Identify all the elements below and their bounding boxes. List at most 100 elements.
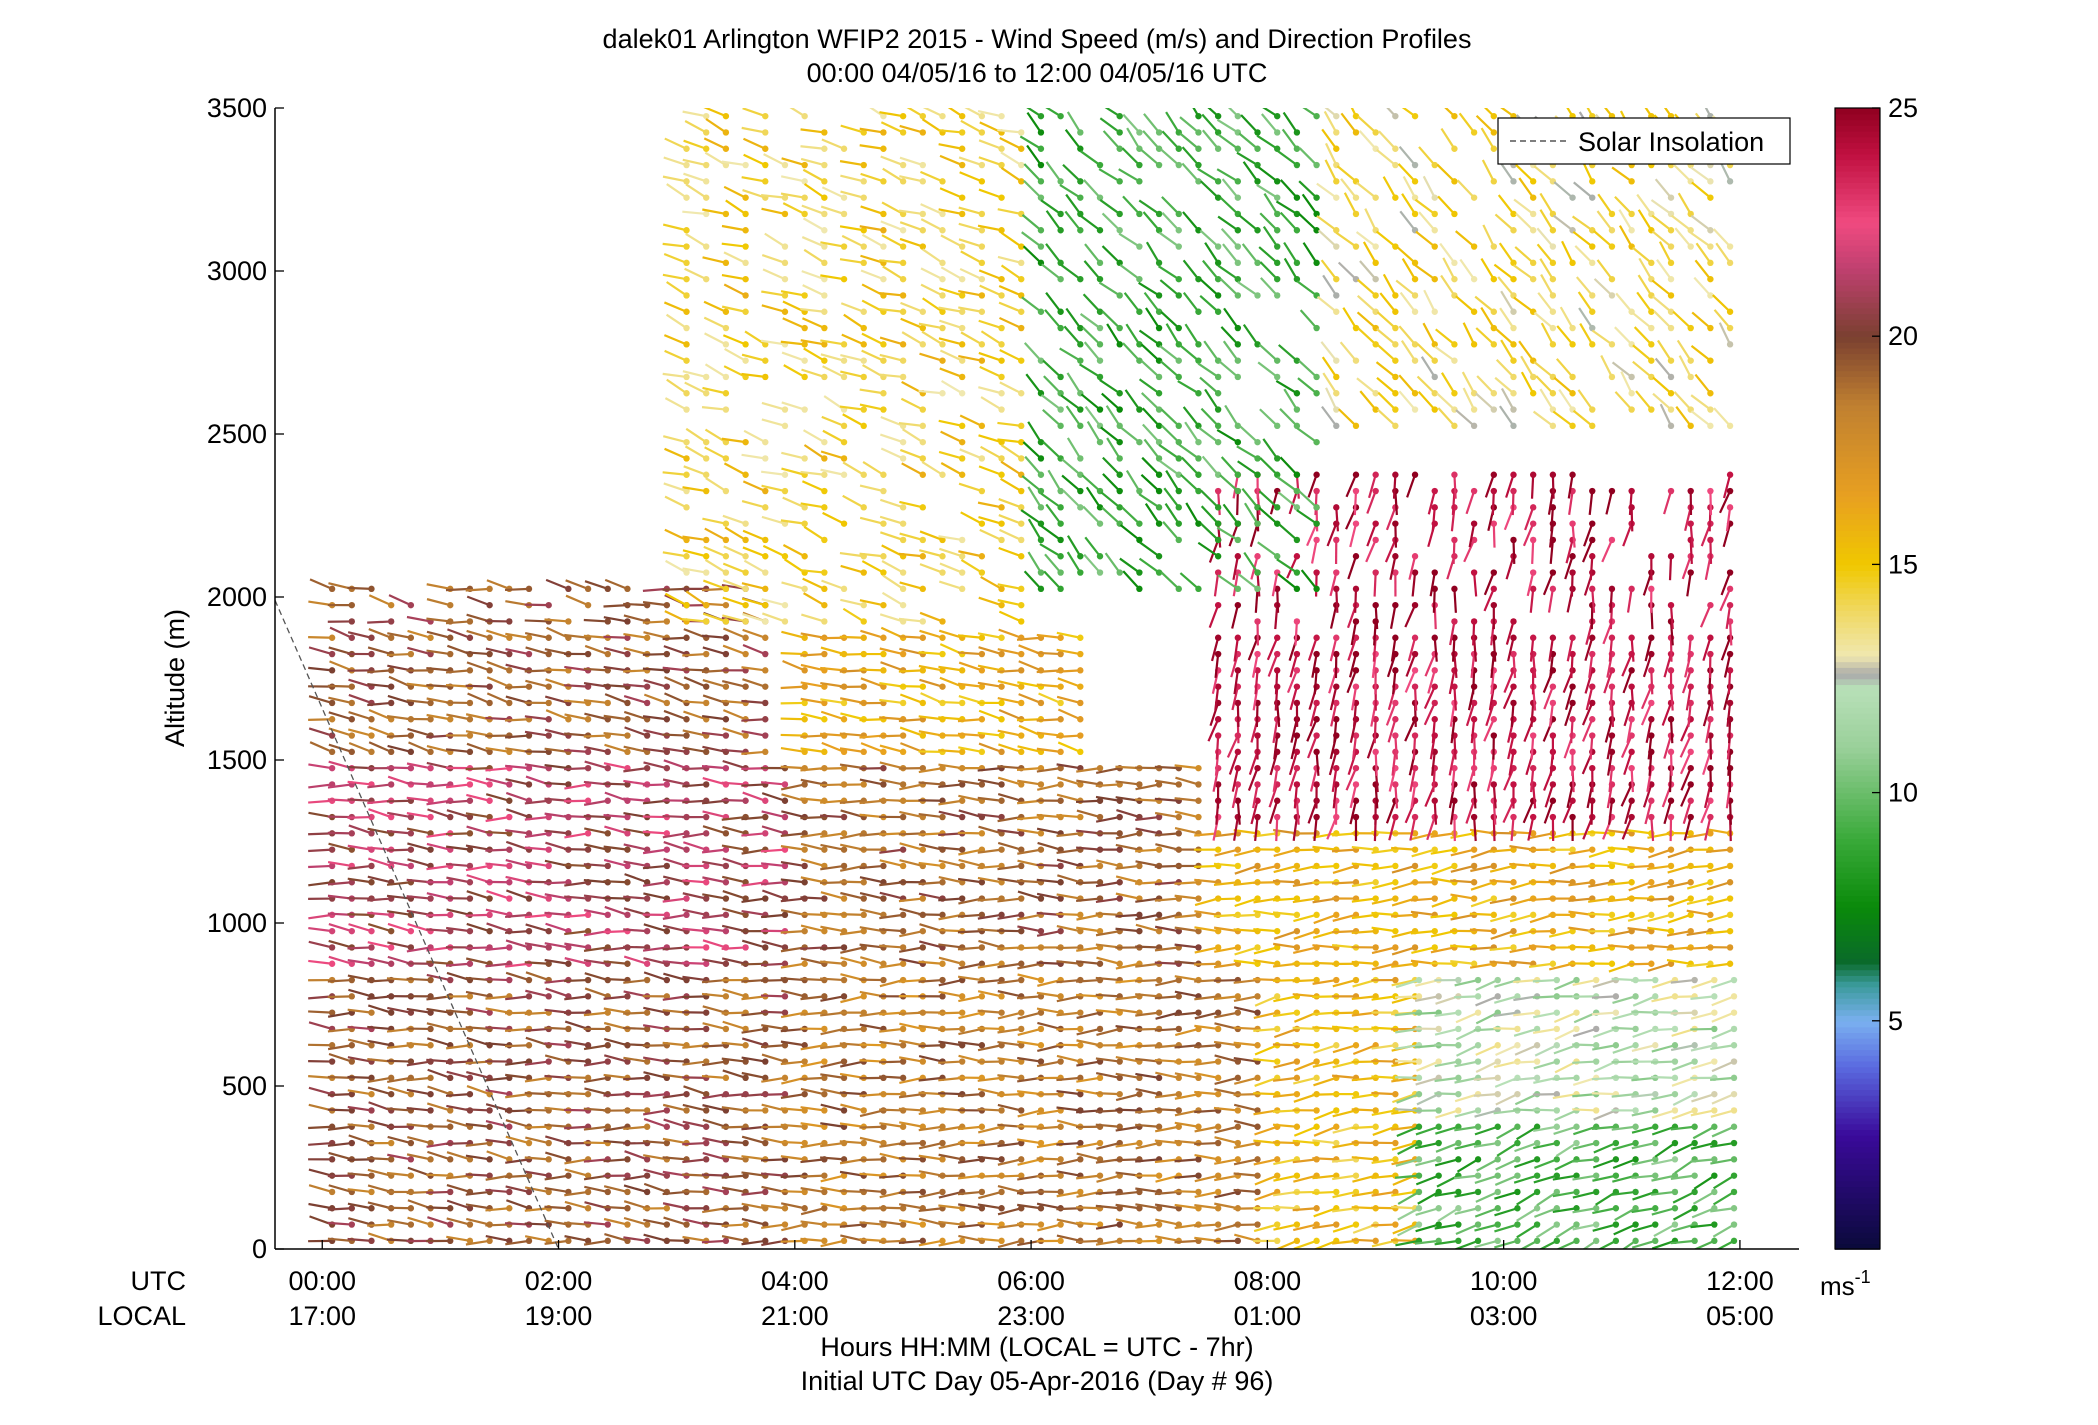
wind-barb-shaft <box>958 1011 983 1020</box>
wind-barb-shaft <box>583 1044 608 1051</box>
wind-barb-shaft <box>642 1093 667 1098</box>
wind-barb-dot <box>486 601 493 609</box>
wind-barb-dot <box>1037 1042 1045 1049</box>
wind-barb-dot <box>663 862 671 870</box>
wind-barb-shaft <box>603 995 628 1000</box>
wind-barb-shaft <box>1075 881 1101 885</box>
wind-barb-shaft <box>800 912 825 916</box>
wind-barb-shaft <box>1075 1239 1101 1244</box>
wind-barb-shaft <box>859 1172 884 1177</box>
wind-barb-shaft <box>524 1186 549 1194</box>
wind-barb-dot <box>1392 1139 1399 1147</box>
wind-barb-dot <box>1057 634 1064 641</box>
wind-barb-shaft <box>427 1150 451 1161</box>
wind-barb-dot <box>722 1025 730 1033</box>
wind-barb-dot <box>407 764 415 772</box>
wind-barb-dot <box>958 1009 966 1016</box>
wind-barb-dot <box>801 927 808 935</box>
wind-barb-shaft <box>446 1217 471 1226</box>
wind-barb-dot <box>545 716 552 723</box>
wind-barb-dot <box>1711 1107 1718 1114</box>
wind-barb-shaft <box>997 1093 1022 1097</box>
wind-barb-dot <box>427 976 434 984</box>
wind-barb-dot <box>683 732 690 739</box>
wind-barb-dot <box>427 634 434 641</box>
wind-barb-dot <box>1726 862 1734 870</box>
wind-barb-dot <box>840 993 848 1000</box>
wind-barb-dot <box>998 1237 1005 1245</box>
wind-barb-dot <box>387 1074 395 1082</box>
wind-barb-shaft <box>347 946 372 950</box>
wind-barb-shaft <box>1587 830 1613 835</box>
wind-barb-shaft <box>642 1044 667 1047</box>
wind-barb-dot <box>1612 1205 1620 1212</box>
wind-barb-shaft <box>1194 1141 1219 1146</box>
wind-barb-dot <box>348 1058 355 1065</box>
wind-barb-shaft <box>1056 1141 1081 1146</box>
wind-barb-dot <box>1018 976 1025 984</box>
wind-barb-dot <box>722 650 730 658</box>
wind-barb-shaft <box>624 1150 648 1161</box>
wind-barb-shaft <box>1275 817 1279 842</box>
wind-barb-shaft <box>820 1174 845 1183</box>
wind-barb-shaft <box>642 1109 668 1116</box>
wind-barb-dot <box>1691 1237 1698 1245</box>
wind-barb-dot <box>1514 1188 1521 1196</box>
wind-barb-dot <box>1455 1074 1462 1082</box>
wind-barb-dot <box>958 846 966 853</box>
wind-barb-dot <box>1392 1156 1399 1163</box>
wind-barb-dot <box>998 650 1005 658</box>
wind-barb-dot <box>1274 1025 1281 1033</box>
wind-barb-dot <box>801 716 808 723</box>
wind-barb-dot <box>1573 1074 1580 1082</box>
wind-barb-dot <box>1274 1058 1281 1065</box>
wind-barb-shaft <box>820 977 845 982</box>
wind-barb-dot <box>762 748 769 756</box>
wind-barb-dot <box>545 927 552 935</box>
wind-barb-shaft <box>406 1060 431 1067</box>
wind-barb-dot <box>1514 1156 1521 1163</box>
wind-barb-dot <box>1333 911 1340 919</box>
wind-barb-dot <box>1195 1172 1202 1179</box>
wind-barb-shaft <box>445 1093 471 1097</box>
wind-barb-dot <box>545 993 552 1000</box>
wind-barb-dot <box>742 683 749 690</box>
wind-barb-dot <box>1529 911 1537 919</box>
wind-barb-dot <box>328 1058 336 1065</box>
wind-barb-dot <box>899 927 907 935</box>
wind-barb-shaft <box>545 1135 569 1145</box>
wind-barb-shaft <box>367 1076 392 1084</box>
wind-barb-dot <box>328 667 336 674</box>
wind-barb-shaft <box>1095 993 1120 998</box>
wind-barb-dot <box>1195 944 1202 951</box>
wind-barb-shaft <box>505 1060 530 1066</box>
wind-barb-dot <box>1254 1156 1261 1163</box>
wind-barb-shaft <box>583 667 608 672</box>
wind-barb-dot <box>1730 1058 1738 1065</box>
wind-barb-shaft <box>918 1125 943 1132</box>
wind-barb-shaft <box>938 1153 963 1161</box>
wind-barb-dot <box>525 1042 533 1049</box>
wind-barb-dot <box>387 944 395 951</box>
wind-barb-dot <box>1372 879 1379 886</box>
wind-barb-shaft <box>997 1185 1022 1194</box>
wind-barb-dot <box>1234 862 1242 870</box>
wind-barb-dot <box>958 895 966 902</box>
wind-barb-dot <box>1234 764 1242 772</box>
wind-barb-dot <box>1652 1042 1659 1049</box>
wind-barb-dot <box>1533 1237 1541 1245</box>
wind-barb-shaft <box>643 1154 668 1161</box>
wind-barb-dot <box>1533 1156 1541 1163</box>
wind-barb-shaft <box>957 1125 982 1131</box>
wind-barb-dot <box>407 732 415 739</box>
wind-barb-dot <box>860 1025 867 1033</box>
wind-barb-dot <box>387 683 395 690</box>
wind-barb-dot <box>703 1090 710 1098</box>
wind-barb-dot <box>525 634 533 641</box>
wind-barb-dot <box>1730 1107 1738 1114</box>
wind-barb-shaft <box>800 1087 825 1096</box>
wind-barb-shaft <box>1255 702 1259 727</box>
wind-barb-dot <box>1313 927 1320 935</box>
wind-barb-dot <box>1549 927 1557 935</box>
wind-barb-dot <box>663 1205 671 1212</box>
